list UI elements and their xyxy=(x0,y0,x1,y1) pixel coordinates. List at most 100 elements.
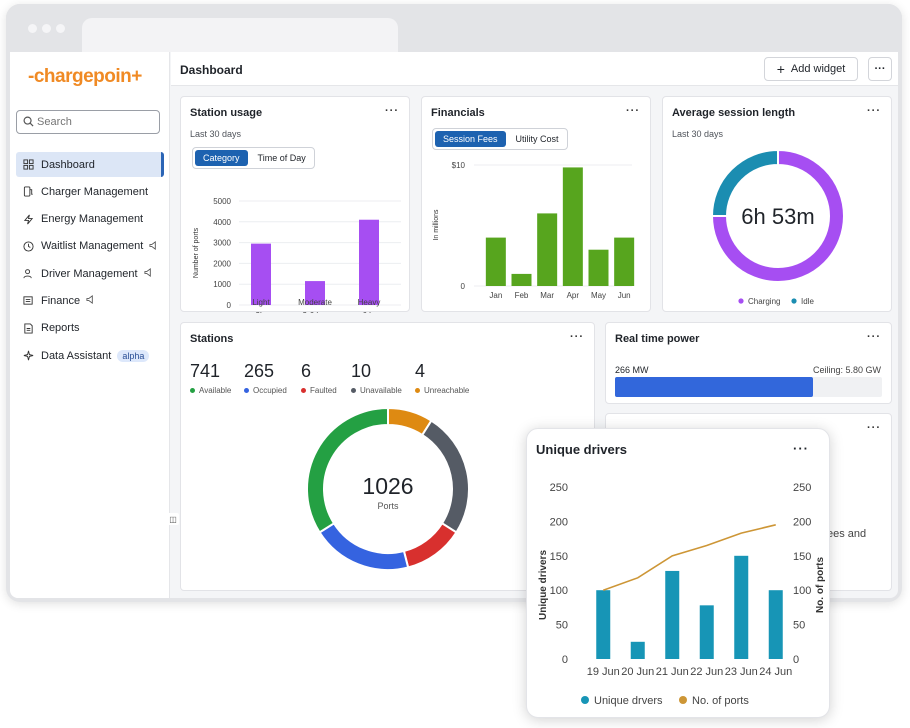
stat-value: 741 xyxy=(190,361,221,381)
legend-dot xyxy=(738,298,744,304)
y2-tick-label: 150 xyxy=(793,551,811,563)
bar[interactable] xyxy=(359,219,379,305)
megaphone-icon xyxy=(86,295,95,306)
stat-label: Unreachable xyxy=(415,386,469,395)
bar[interactable] xyxy=(305,281,325,305)
sidebar-item-label: Energy Management xyxy=(41,213,144,226)
top-bar: Dashboard + Add widget ··· xyxy=(171,52,898,86)
x-tick-label: Moderate xyxy=(298,298,332,307)
sidebar-item-dashboard[interactable]: Dashboard xyxy=(16,152,164,177)
tab-session-fees[interactable]: Session Fees xyxy=(435,131,506,147)
y-tick-label: 0 xyxy=(562,654,568,666)
chargepoint-logo[interactable]: -chargepoin+ xyxy=(28,66,142,87)
session-length-donut: 6h 53m Charging Idle xyxy=(710,148,845,306)
bar[interactable] xyxy=(734,555,749,659)
x-tick-label: 21 Jun xyxy=(656,666,689,678)
bar[interactable] xyxy=(251,243,271,305)
clock-icon xyxy=(22,240,34,252)
slice-faulted[interactable] xyxy=(402,521,458,569)
more-options-icon[interactable]: ··· xyxy=(867,422,881,434)
x-tick-label: 22 Jun xyxy=(690,666,723,678)
window-dot-icon[interactable] xyxy=(56,24,65,33)
y-tick-label: 0 xyxy=(461,282,466,291)
bar[interactable] xyxy=(630,641,645,659)
more-options-icon[interactable]: ··· xyxy=(867,105,881,117)
sidebar-item-charger-management[interactable]: Charger Management xyxy=(16,179,164,204)
sidebar-item-data-assistant[interactable]: Data Assistant alpha xyxy=(16,343,164,368)
bolt-icon xyxy=(22,213,34,225)
slice-occupied[interactable] xyxy=(318,521,410,571)
legend-label: Unique drvers xyxy=(594,695,663,707)
bar[interactable] xyxy=(699,605,714,659)
bar[interactable] xyxy=(614,237,635,286)
sidebar-item-waitlist-management[interactable]: Waitlist Management xyxy=(16,234,164,259)
bar[interactable] xyxy=(562,167,583,286)
card-title: Average session length xyxy=(672,107,796,119)
more-options-icon[interactable]: ··· xyxy=(793,441,809,456)
alpha-badge: alpha xyxy=(117,349,150,362)
window-dot-icon[interactable] xyxy=(28,24,37,33)
more-options-icon[interactable]: ··· xyxy=(626,105,640,117)
more-options-icon[interactable]: ··· xyxy=(867,331,881,343)
y-tick-label: 5000 xyxy=(213,197,231,206)
legend-dot xyxy=(581,696,589,704)
bar[interactable] xyxy=(588,249,609,286)
slice-unavailable[interactable] xyxy=(420,419,470,534)
search-input[interactable] xyxy=(37,114,155,130)
card-title: Stations xyxy=(190,333,234,345)
station-stat: 6 Faulted xyxy=(301,361,337,395)
bar[interactable] xyxy=(537,213,558,286)
bar[interactable] xyxy=(768,590,783,659)
bar[interactable] xyxy=(485,237,506,286)
view-toggle: Session Fees Utility Cost xyxy=(432,128,568,150)
y-tick-label: $10 xyxy=(452,161,466,170)
session-length-card: Average session length ··· Last 30 days … xyxy=(662,96,892,312)
megaphone-icon xyxy=(144,268,153,279)
legend-dot xyxy=(244,388,249,393)
y-tick-label: 4000 xyxy=(213,218,231,227)
stat-value: 4 xyxy=(415,361,426,381)
sidebar-item-label: Reports xyxy=(41,322,80,335)
stat-label-text: Unavailable xyxy=(360,386,402,395)
x-tick-label: Light xyxy=(252,298,270,307)
add-widget-label: Add widget xyxy=(790,63,846,75)
y-tick-label: 250 xyxy=(550,482,568,494)
add-widget-button[interactable]: + Add widget xyxy=(764,57,858,81)
real-time-power-card: Real time power ··· 266 MW Ceiling: 5.80… xyxy=(605,322,892,404)
x-tick-label: Jan xyxy=(489,291,502,300)
slice-charging[interactable] xyxy=(710,148,845,283)
bar[interactable] xyxy=(511,273,532,286)
y-axis-label: Number of ports xyxy=(193,227,200,278)
y2-tick-label: 100 xyxy=(793,585,811,597)
sidebar-item-label: Dashboard xyxy=(41,158,95,171)
y2-tick-label: 250 xyxy=(793,482,811,494)
sidebar-item-driver-management[interactable]: Driver Management xyxy=(16,261,164,286)
bar[interactable] xyxy=(596,590,611,659)
slice-available[interactable] xyxy=(306,406,389,534)
tab-time-of-day[interactable]: Time of Day xyxy=(257,153,306,163)
finance-icon xyxy=(22,295,34,307)
stat-label-text: Available xyxy=(199,386,232,395)
window-dot-icon[interactable] xyxy=(42,24,51,33)
y-tick-label: 150 xyxy=(550,551,568,563)
more-options-icon[interactable]: ··· xyxy=(385,105,399,117)
more-options-icon[interactable]: ··· xyxy=(570,331,584,343)
slice-idle[interactable] xyxy=(710,148,779,217)
sidebar-collapse-icon[interactable]: ◫ xyxy=(167,513,179,525)
browser-tab[interactable] xyxy=(82,18,398,54)
tab-category[interactable]: Category xyxy=(195,150,248,166)
sidebar-item-energy-management[interactable]: Energy Management xyxy=(16,207,164,232)
stat-value: 265 xyxy=(244,361,275,381)
sidebar-item-reports[interactable]: Reports xyxy=(16,316,164,341)
sidebar-item-finance[interactable]: Finance xyxy=(16,288,164,313)
stat-value: 6 xyxy=(301,361,312,381)
tab-utility-cost[interactable]: Utility Cost xyxy=(515,134,559,144)
ports-line[interactable] xyxy=(602,524,776,591)
bar[interactable] xyxy=(665,570,680,659)
search-box[interactable] xyxy=(16,110,160,134)
y2-tick-label: 200 xyxy=(793,516,811,528)
stat-label: Unavailable xyxy=(351,386,402,395)
more-options-icon[interactable]: ··· xyxy=(868,57,892,81)
y2-tick-label: 0 xyxy=(793,654,799,666)
sidebar-item-label: Waitlist Management xyxy=(41,240,144,253)
